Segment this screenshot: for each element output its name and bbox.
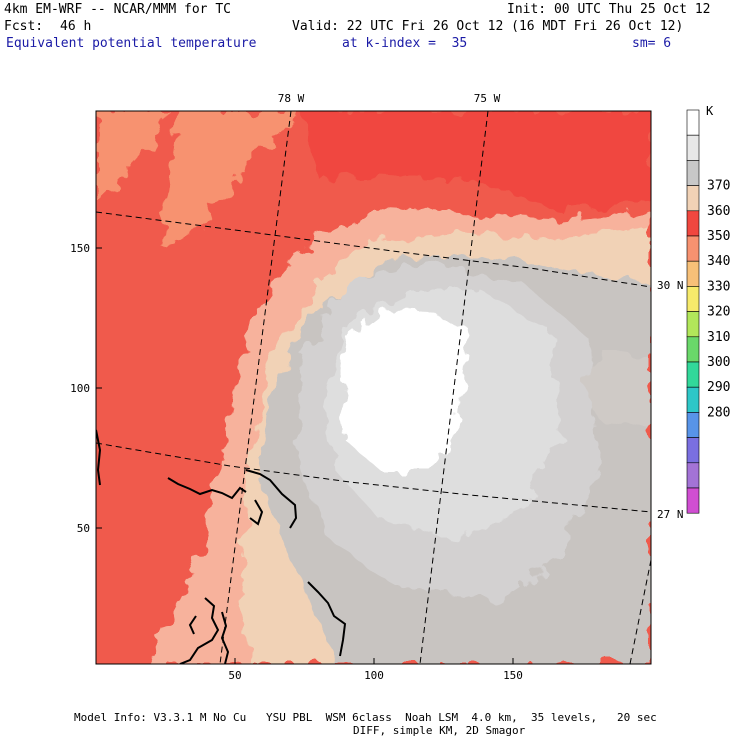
colorbar-label: 320 [707,305,730,320]
colorbar-label: 310 [707,330,730,345]
axis-labels: 50 100 150 150 100 50 78 W 75 W 30 N 27 … [70,92,683,682]
field-name: Equivalent potential temperature [6,36,257,51]
colorbar-swatch [686,412,700,438]
colorbar-swatch [686,311,700,338]
x-tick-label: 150 [503,669,523,682]
colorbar-swatch [686,437,700,464]
colorbar-label: 370 [707,179,730,194]
colorbar-labels: 370 360 350 340 330 320 310 300 290 280 [707,179,730,421]
y-tick-label: 100 [70,382,90,395]
forecast-label: Fcst: [4,19,44,34]
colorbar-label: 350 [707,229,730,244]
smoothing-info: sm= 6 [632,36,672,51]
colorbar-label: 290 [707,380,730,395]
colorbar-label: 300 [707,355,730,370]
forecast-hours: 46 h [60,19,92,34]
valid-time: Valid: 22 UTC Fri 26 Oct 12 (16 MDT Fri … [292,19,684,34]
colorbar-swatch [686,185,700,212]
colorbar-swatch [686,109,700,136]
model-info-2: DIFF, simple KM, 2D Smagor [353,724,526,737]
colorbar-swatch [686,386,700,413]
colorbar-label: 340 [707,254,730,269]
model-info: Model Info: V3.3.1 M No Cu YSU PBL WSM 6… [74,711,657,724]
y-tick-label: 50 [77,522,90,535]
colorbar-swatch [686,286,700,312]
x-tick-label: 50 [228,669,241,682]
lat-label: 30 N [657,279,684,292]
colorbar-swatch [686,235,700,262]
colorbar-swatch [686,134,700,161]
colorbar-label: 360 [707,204,730,219]
colorbar-swatch [686,160,700,186]
lon-label: 75 W [474,92,501,105]
theta-e-field [96,111,651,664]
init-time: Init: 00 UTC Thu 25 Oct 12 [507,2,711,17]
x-tick-label: 100 [364,669,384,682]
colorbar [686,109,700,514]
colorbar-label: 280 [707,405,730,420]
graticule [96,111,651,664]
coastline [96,429,347,664]
level-info: at k-index = 35 [342,36,468,51]
colorbar-swatch [686,260,700,287]
colorbar-label: 330 [707,279,730,294]
model-title: 4km EM-WRF -- NCAR/MMM for TC [4,2,231,17]
lat-label: 27 N [657,508,684,521]
colorbar-unit: K [706,104,714,118]
colorbar-swatch [686,336,700,363]
axis-ticks [96,247,514,664]
colorbar-swatch [686,210,700,237]
lon-label: 78 W [278,92,305,105]
colorbar-swatch [686,361,700,388]
colorbar-swatch [686,487,700,514]
y-tick-label: 150 [70,242,90,255]
colorbar-swatch [686,462,700,489]
